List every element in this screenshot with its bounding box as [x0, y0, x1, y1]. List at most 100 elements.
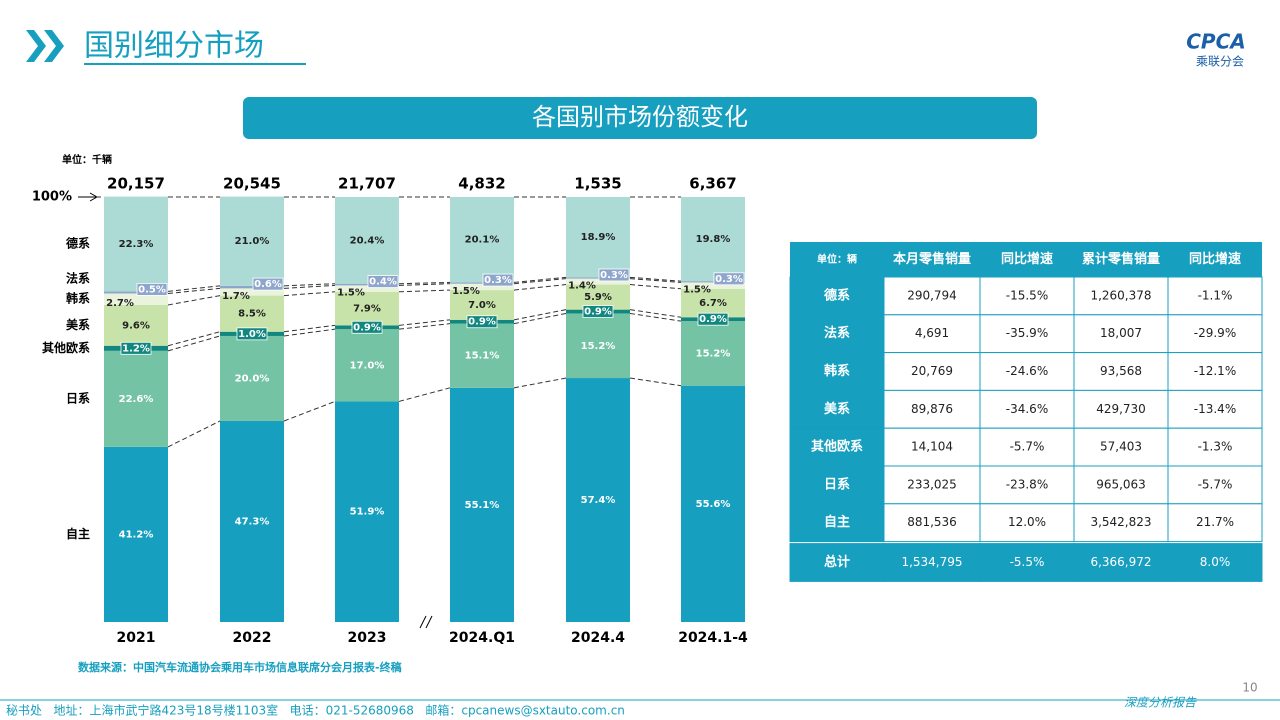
cell-bg [1073, 352, 1169, 391]
value-label: 55.6% [696, 499, 731, 510]
connector [167, 295, 221, 306]
table-cell: -5.5% [1010, 555, 1045, 569]
table-cell: -1.1% [1198, 288, 1233, 302]
cell-bg [1167, 389, 1263, 429]
chart: 100% 2021 20,157 2022 20,545 2023 21,707 2024.Q… [32, 175, 748, 647]
legend-label: 美系 [66, 317, 90, 332]
bar-segment [220, 420, 284, 622]
label-box [713, 272, 745, 286]
bar-segment [335, 291, 399, 326]
table-cell: 20,769 [911, 364, 953, 378]
bar-segment [335, 285, 399, 292]
table-cell: 93,568 [1100, 364, 1142, 378]
page-number: 10 [1242, 681, 1257, 695]
bar-segment [566, 278, 630, 285]
value-label: 8.5% [238, 309, 266, 320]
total-label: 6,367 [689, 175, 736, 193]
bar-segment [335, 329, 399, 402]
table-cell: -12.1% [1194, 364, 1236, 378]
connector [629, 377, 682, 387]
banner [243, 97, 1037, 139]
table-cell: 美系 [824, 401, 850, 417]
cell-bg [1167, 503, 1263, 543]
table-cell: -5.7% [1010, 440, 1045, 454]
label-box [482, 273, 514, 287]
bar-segment [450, 197, 514, 283]
value-label: 9.6% [122, 320, 150, 331]
cell-bg [979, 352, 1075, 391]
value-label: 0.3% [484, 275, 512, 286]
bar-segment [450, 323, 514, 388]
value-label: 0.3% [600, 270, 628, 281]
value-label: 1.5% [337, 288, 365, 299]
value-label: 15.2% [696, 348, 731, 359]
value-label: 18.9% [581, 232, 616, 243]
table-cell: 德系 [824, 287, 850, 303]
bar-segment [566, 313, 630, 379]
connector [629, 278, 682, 283]
cell-bg [1167, 543, 1263, 582]
value-label: 0.9% [353, 322, 381, 333]
header-cell: 本月零售销量 [893, 251, 971, 267]
label-box [367, 275, 399, 288]
connector [167, 331, 221, 347]
connector [629, 276, 682, 282]
bar-segment [220, 288, 284, 296]
value-label: 17.0% [350, 360, 385, 371]
connector [283, 328, 336, 337]
table-cell: 18,007 [1100, 326, 1142, 340]
cell-bg [883, 352, 981, 391]
footer-report: 深度分析报告 [1124, 696, 1197, 710]
connector [167, 287, 221, 294]
cell-bg [979, 543, 1075, 582]
cell-bg [1167, 314, 1263, 354]
total-label: 4,832 [458, 175, 505, 193]
value-label: 15.2% [581, 341, 616, 352]
value-label: 2.7% [106, 298, 134, 309]
connector [398, 323, 451, 330]
label-box [582, 305, 614, 318]
table-cell: 881,536 [907, 515, 957, 529]
cell-bg [789, 503, 885, 543]
cell-bg [1073, 389, 1169, 429]
logo: CPCA [1186, 30, 1246, 54]
footer-contact: 秘书处 地址：上海市武宁路423号18号楼1103室 电话：021-526809… [6, 703, 625, 718]
value-label: 55.1% [465, 500, 500, 511]
logo-sub: 乘联分会 [1196, 55, 1244, 69]
value-label: 51.9% [350, 507, 385, 518]
label-box [136, 283, 168, 296]
total-label: 21,707 [338, 175, 396, 193]
cell-bg [979, 427, 1075, 467]
value-label: 1.5% [452, 286, 480, 297]
value-label: 0.9% [699, 314, 727, 325]
bar-segment [104, 293, 168, 305]
bar-segment [681, 288, 745, 318]
label-box [252, 277, 284, 291]
cell-bg [1167, 276, 1263, 316]
table-cell: 965,063 [1096, 477, 1146, 491]
value-label: 19.8% [696, 234, 731, 245]
connector [629, 312, 682, 322]
table-cell: 4,691 [915, 326, 949, 340]
cell-bg [789, 352, 885, 391]
cell-bg [883, 427, 981, 467]
table-cell: -34.6% [1006, 402, 1048, 416]
value-label: 0.3% [715, 274, 743, 285]
table-cell: 12.0% [1008, 515, 1046, 529]
cell-bg [979, 389, 1075, 429]
table-cell: 其他欧系 [811, 439, 863, 455]
connector [283, 284, 336, 289]
cell-bg [1073, 427, 1169, 467]
connector [398, 281, 451, 285]
table-cell: -23.8% [1006, 477, 1048, 491]
value-label: 1.4% [568, 281, 596, 292]
table-cell: 6,366,972 [1090, 555, 1151, 569]
legend-label: 其他欧系 [42, 340, 90, 355]
connector [513, 312, 567, 325]
table-cell: 290,794 [907, 288, 957, 302]
connector [513, 309, 567, 321]
bar-segment [104, 446, 168, 622]
value-label: 6.7% [699, 298, 727, 309]
table-cell: 自主 [824, 514, 850, 530]
